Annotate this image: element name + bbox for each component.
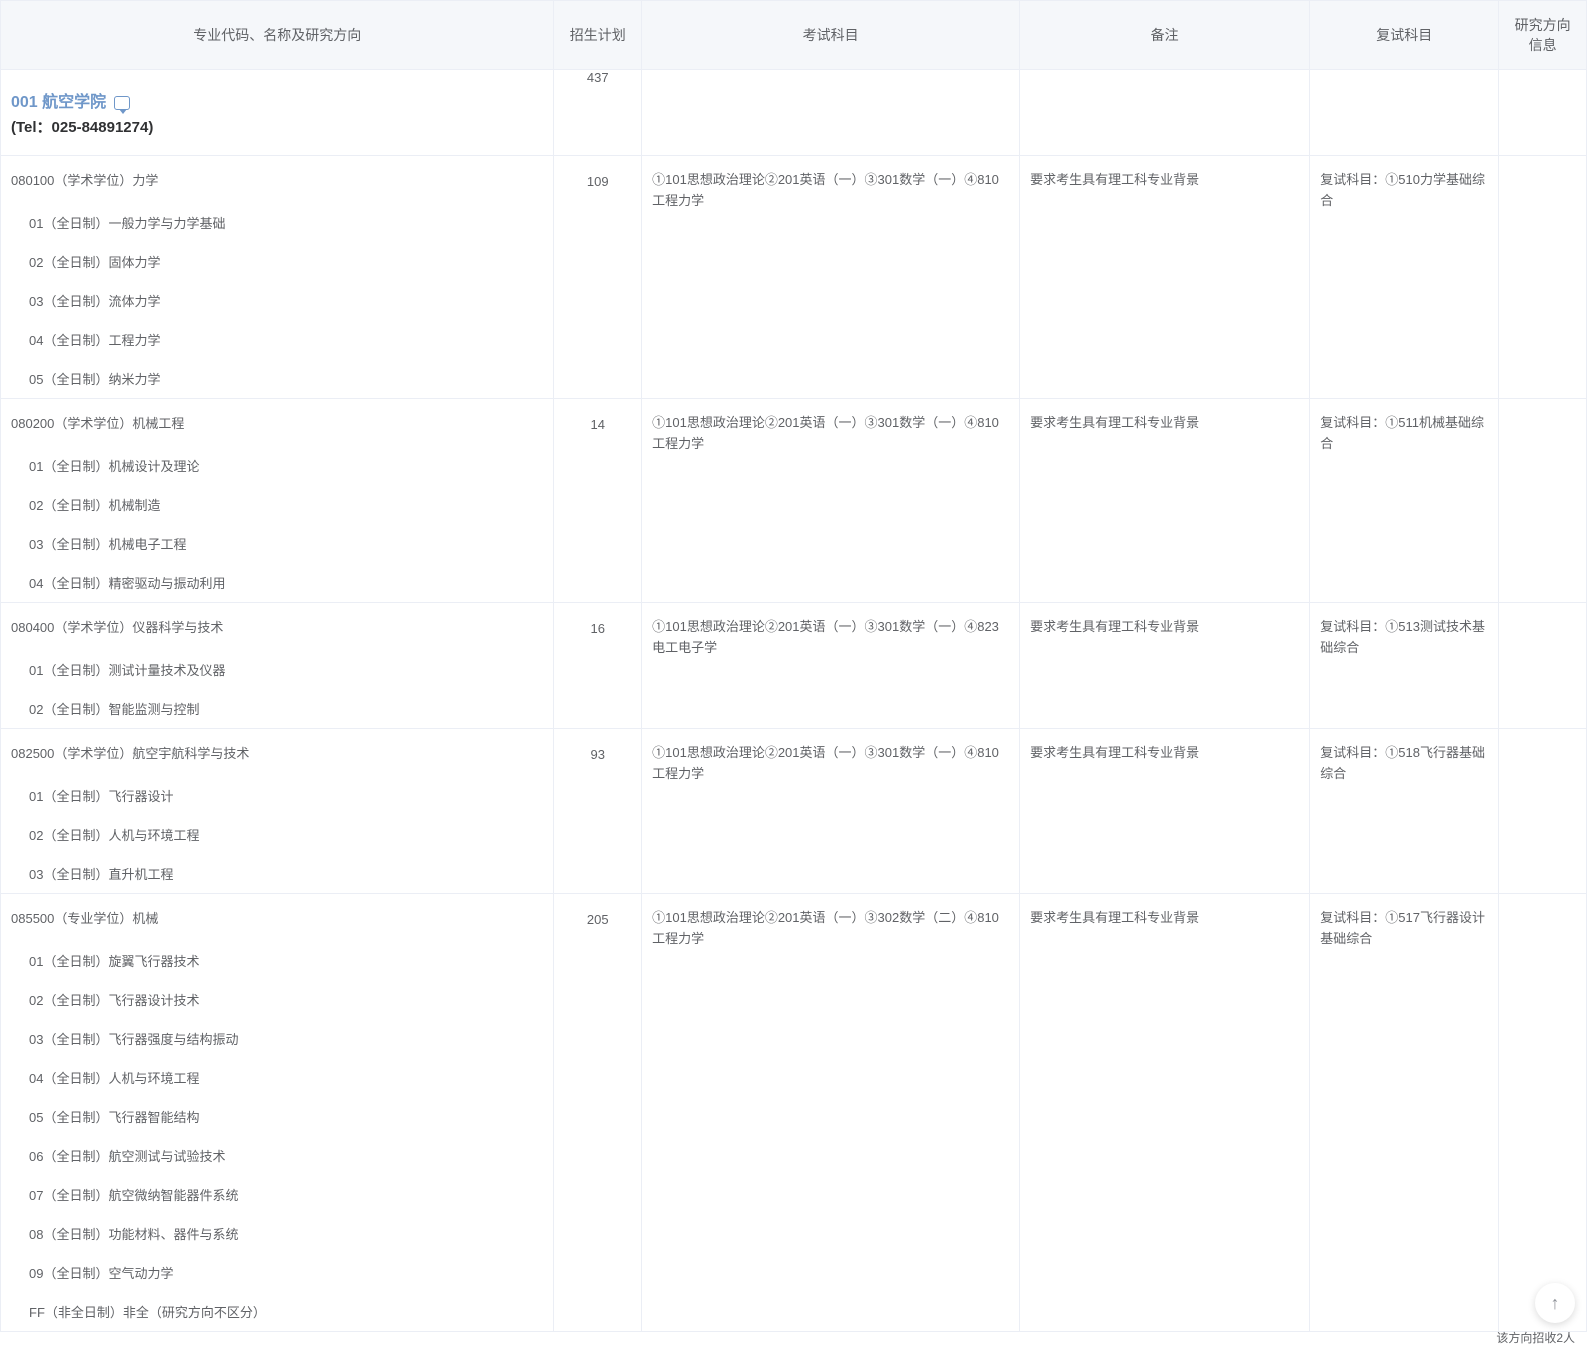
direction-label[interactable]: 03（全日制）机械电子工程 — [29, 537, 186, 552]
direction-label[interactable]: 05（全日制）飞行器智能结构 — [29, 1110, 199, 1125]
col-header-major: 专业代码、名称及研究方向 — [1, 1, 554, 70]
major-plan: 93 — [591, 747, 605, 762]
direction-label[interactable]: 05（全日制）纳米力学 — [29, 372, 160, 387]
tooltip-text: 该方向招收2人 — [1496, 1329, 1575, 1347]
note-text: 要求考生具有理工科专业背景 — [1030, 619, 1199, 634]
direction-label[interactable]: 01（全日制）一般力学与力学基础 — [29, 216, 225, 231]
direction-label[interactable]: 04（全日制）精密驱动与振动利用 — [29, 576, 225, 591]
direction-label[interactable]: 03（全日制）流体力学 — [29, 294, 160, 309]
direction-label[interactable]: 04（全日制）工程力学 — [29, 333, 160, 348]
chat-icon[interactable] — [114, 96, 130, 110]
direction-label[interactable]: 01（全日制）测试计量技术及仪器 — [29, 663, 225, 678]
major-title[interactable]: 082500（学术学位）航空宇航科学与技术 — [11, 746, 249, 761]
retest-text: 复试科目：①510力学基础综合 — [1320, 172, 1485, 208]
direction-label[interactable]: 01（全日制）机械设计及理论 — [29, 459, 199, 474]
note-text: 要求考生具有理工科专业背景 — [1030, 415, 1199, 430]
school-plan: 437 — [587, 70, 609, 85]
major-plan: 109 — [587, 174, 609, 189]
major-plan: 14 — [591, 417, 605, 432]
col-header-retest: 复试科目 — [1310, 1, 1499, 70]
col-header-info: 研究方向信息 — [1499, 1, 1587, 70]
retest-text: 复试科目：①517飞行器设计基础综合 — [1320, 910, 1485, 946]
retest-text: 复试科目：①513测试技术基础综合 — [1320, 619, 1485, 655]
retest-text: 复试科目：①511机械基础综合 — [1320, 415, 1484, 451]
direction-label[interactable]: 01（全日制）旋翼飞行器技术 — [29, 954, 199, 969]
exam-subjects: ①101思想政治理论②201英语（一）③301数学（一）④810工程力学 — [652, 415, 999, 451]
major-row: 080200（学术学位）机械工程14①101思想政治理论②201英语（一）③30… — [1, 399, 1587, 447]
major-title[interactable]: 080100（学术学位）力学 — [11, 173, 158, 188]
table-header: 专业代码、名称及研究方向 招生计划 考试科目 备注 复试科目 研究方向信息 — [1, 1, 1587, 70]
direction-label[interactable]: 03（全日制）飞行器强度与结构振动 — [29, 1032, 238, 1047]
major-plan: 16 — [591, 621, 605, 636]
direction-label[interactable]: 02（全日制）人机与环境工程 — [29, 828, 199, 843]
direction-label[interactable]: 07（全日制）航空微纳智能器件系统 — [29, 1188, 238, 1203]
retest-text: 复试科目：①518飞行器基础综合 — [1320, 745, 1485, 781]
admission-table: 专业代码、名称及研究方向 招生计划 考试科目 备注 复试科目 研究方向信息 00… — [0, 0, 1587, 1332]
direction-label[interactable]: 04（全日制）人机与环境工程 — [29, 1071, 199, 1086]
direction-label[interactable]: 02（全日制）飞行器设计技术 — [29, 993, 199, 1008]
note-text: 要求考生具有理工科专业背景 — [1030, 910, 1199, 925]
major-title[interactable]: 080400（学术学位）仪器科学与技术 — [11, 620, 223, 635]
note-text: 要求考生具有理工科专业背景 — [1030, 172, 1199, 187]
direction-label[interactable]: 03（全日制）直升机工程 — [29, 867, 173, 882]
exam-subjects: ①101思想政治理论②201英语（一）③302数学（二）④810工程力学 — [652, 910, 999, 946]
major-title[interactable]: 085500（专业学位）机械 — [11, 911, 158, 926]
school-tel: (Tel：025-84891274) — [11, 116, 543, 137]
col-header-plan: 招生计划 — [554, 1, 642, 70]
exam-subjects: ①101思想政治理论②201英语（一）③301数学（一）④810工程力学 — [652, 745, 999, 781]
col-header-note: 备注 — [1020, 1, 1310, 70]
direction-label[interactable]: FF（非全日制）非全（研究方向不区分） — [29, 1305, 266, 1320]
school-name[interactable]: 001 航空学院 — [11, 94, 106, 111]
major-title[interactable]: 080200（学术学位）机械工程 — [11, 416, 184, 431]
float-panel: ↑ 该方向招收2人 — [1496, 1283, 1575, 1347]
exam-subjects: ①101思想政治理论②201英语（一）③301数学（一）④823电工电子学 — [652, 619, 999, 655]
scroll-top-button[interactable]: ↑ — [1535, 1283, 1575, 1323]
col-header-exam: 考试科目 — [642, 1, 1020, 70]
direction-label[interactable]: 01（全日制）飞行器设计 — [29, 789, 173, 804]
major-plan: 205 — [587, 912, 609, 927]
direction-label[interactable]: 08（全日制）功能材料、器件与系统 — [29, 1227, 238, 1242]
school-row: 001 航空学院 (Tel：025-84891274) 437 — [1, 70, 1587, 156]
direction-label[interactable]: 09（全日制）空气动力学 — [29, 1266, 173, 1281]
arrow-up-icon: ↑ — [1551, 1290, 1560, 1317]
note-text: 要求考生具有理工科专业背景 — [1030, 745, 1199, 760]
major-row: 082500（学术学位）航空宇航科学与技术93①101思想政治理论②201英语（… — [1, 729, 1587, 777]
direction-label[interactable]: 06（全日制）航空测试与试验技术 — [29, 1149, 225, 1164]
major-row: 080100（学术学位）力学109①101思想政治理论②201英语（一）③301… — [1, 156, 1587, 204]
major-row: 085500（专业学位）机械205①101思想政治理论②201英语（一）③302… — [1, 894, 1587, 942]
direction-label[interactable]: 02（全日制）机械制造 — [29, 498, 160, 513]
major-row: 080400（学术学位）仪器科学与技术16①101思想政治理论②201英语（一）… — [1, 603, 1587, 651]
direction-label[interactable]: 02（全日制）智能监测与控制 — [29, 702, 199, 717]
exam-subjects: ①101思想政治理论②201英语（一）③301数学（一）④810工程力学 — [652, 172, 999, 208]
direction-label[interactable]: 02（全日制）固体力学 — [29, 255, 160, 270]
